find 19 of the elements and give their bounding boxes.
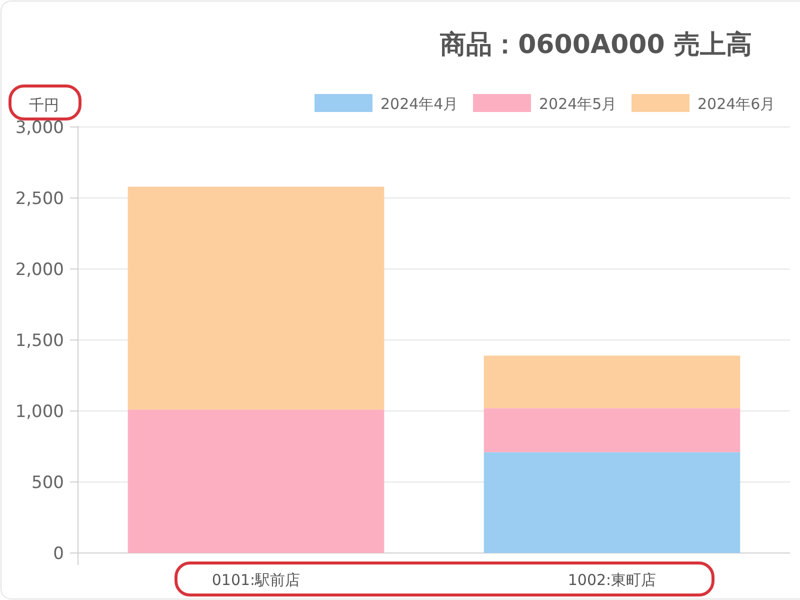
y-tick-label: 2,000 (15, 260, 64, 280)
x-tick-label: 1002:東町店 (568, 571, 656, 589)
y-tick-label: 1,000 (15, 402, 64, 422)
chart-title: 商品：0600A000 売上高 (439, 30, 752, 60)
legend-label: 2024年4月 (380, 95, 458, 113)
y-tick-label: 0 (53, 544, 64, 564)
y-tick-label: 1,500 (15, 331, 64, 351)
y-tick-label: 500 (32, 473, 64, 493)
legend-label: 2024年6月 (698, 95, 776, 113)
y-tick-label: 2,500 (15, 189, 64, 209)
y-tick-label: 3,000 (15, 118, 64, 138)
bar (484, 356, 740, 408)
y-axis-title: 千円 (29, 96, 59, 114)
bar (484, 408, 740, 452)
bar (484, 452, 740, 553)
legend-label: 2024年5月 (539, 95, 617, 113)
x-tick-label: 0101:駅前店 (212, 571, 300, 589)
bar (128, 410, 384, 553)
bar (128, 186, 384, 410)
